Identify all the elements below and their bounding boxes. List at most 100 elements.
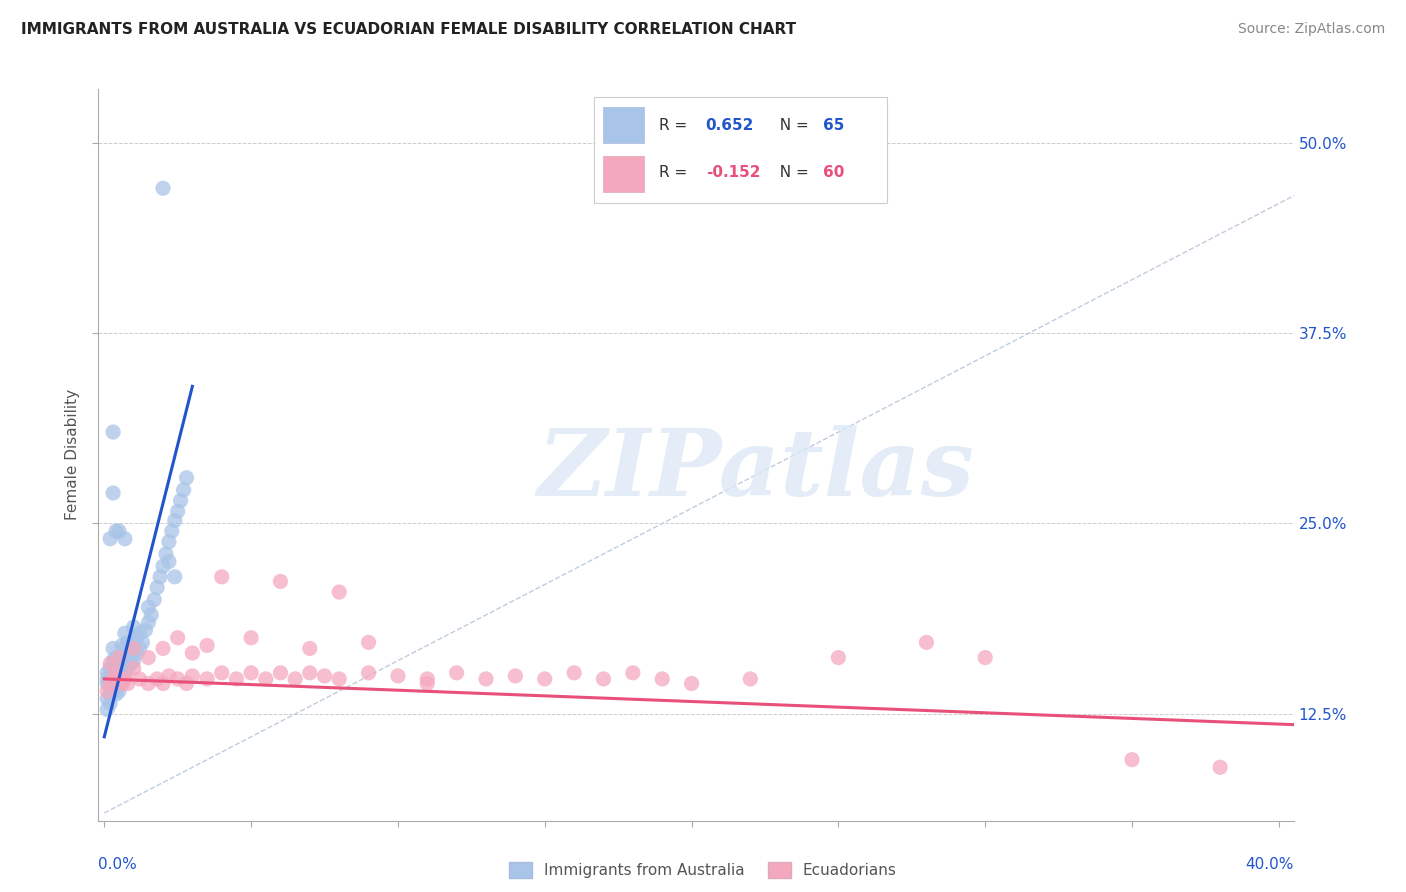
Point (195, 672, 218, 686)
Point (120, 657, 142, 671)
Point (98, 661, 121, 675)
Point (152, 676, 174, 690)
Point (176, 471, 198, 485)
Point (122, 635, 145, 649)
Point (122, 641, 145, 656)
Point (269, 574, 291, 589)
Point (269, 665, 291, 680)
Point (314, 669, 336, 683)
Point (163, 570, 186, 584)
Point (120, 646, 142, 660)
Point (138, 650, 160, 665)
Point (328, 672, 350, 686)
Point (592, 672, 614, 686)
Point (105, 665, 128, 680)
Point (254, 672, 277, 686)
Text: ZIPatlas: ZIPatlas (537, 425, 974, 515)
Legend: Immigrants from Australia, Ecuadorians: Immigrants from Australia, Ecuadorians (503, 856, 903, 884)
Point (125, 631, 148, 645)
Point (114, 657, 136, 671)
Point (827, 650, 849, 665)
Point (211, 665, 233, 680)
Point (475, 672, 498, 686)
Point (128, 641, 150, 656)
Point (96, 702, 118, 716)
Point (134, 623, 156, 637)
Point (108, 650, 131, 665)
Point (98, 657, 121, 671)
Point (111, 650, 134, 665)
Point (240, 631, 263, 645)
Point (740, 672, 762, 686)
Point (138, 676, 160, 690)
Point (416, 676, 439, 690)
Point (114, 532, 136, 546)
Point (651, 672, 673, 686)
Point (173, 483, 195, 497)
Point (211, 570, 233, 584)
Point (96, 691, 118, 706)
Point (155, 547, 177, 561)
Point (416, 672, 439, 686)
Point (108, 657, 131, 671)
Point (105, 650, 128, 665)
Point (166, 672, 188, 686)
Point (122, 661, 145, 675)
Point (357, 635, 380, 649)
Point (1121, 753, 1143, 767)
Point (146, 672, 169, 686)
Point (681, 676, 703, 690)
Point (98, 532, 121, 546)
Point (1209, 760, 1232, 774)
Point (621, 665, 644, 680)
Point (96, 676, 118, 690)
Point (98, 687, 121, 701)
Point (152, 641, 174, 656)
Point (98, 676, 121, 690)
Point (138, 615, 160, 630)
Point (111, 676, 134, 690)
Point (108, 684, 131, 698)
Point (163, 513, 186, 527)
Point (96, 672, 118, 686)
Point (101, 486, 124, 500)
Point (108, 672, 131, 686)
Point (105, 661, 128, 675)
Point (105, 687, 128, 701)
Point (117, 650, 139, 665)
Point (101, 425, 124, 439)
Point (114, 626, 136, 640)
Point (111, 676, 134, 690)
Point (98, 676, 121, 690)
Point (96, 684, 118, 698)
Y-axis label: Female Disability: Female Disability (65, 389, 80, 521)
Point (101, 684, 124, 698)
Point (166, 504, 188, 518)
Text: Source: ZipAtlas.com: Source: ZipAtlas.com (1237, 22, 1385, 37)
Point (146, 581, 169, 595)
Text: 0.0%: 0.0% (98, 857, 138, 872)
Point (108, 524, 131, 538)
Point (117, 635, 139, 649)
Point (101, 672, 124, 686)
Point (108, 672, 131, 686)
Point (974, 650, 997, 665)
Point (157, 555, 180, 569)
Point (125, 646, 148, 660)
Point (114, 669, 136, 683)
Point (505, 669, 527, 683)
Point (117, 676, 139, 690)
Point (152, 559, 174, 574)
Point (195, 639, 218, 653)
Point (181, 646, 204, 660)
Point (101, 641, 124, 656)
Point (387, 669, 409, 683)
Point (131, 635, 153, 649)
Point (111, 665, 134, 680)
Point (160, 524, 183, 538)
Point (111, 639, 134, 653)
Point (181, 669, 204, 683)
Point (298, 665, 321, 680)
Text: 40.0%: 40.0% (1246, 857, 1294, 872)
Point (533, 672, 555, 686)
